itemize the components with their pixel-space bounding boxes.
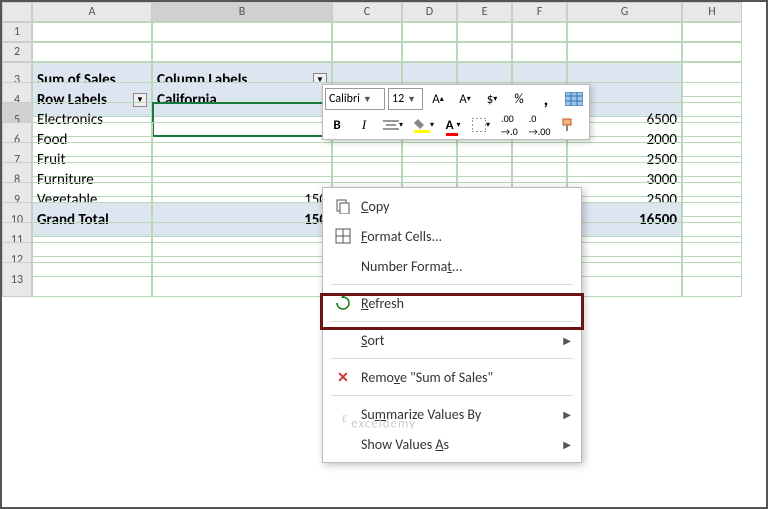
- font-size-value: 12: [392, 92, 404, 106]
- cell[interactable]: [402, 42, 457, 62]
- submenu-arrow-icon: ▶: [563, 408, 571, 421]
- menu-label: Refresh: [355, 295, 571, 312]
- menu-label: Format Cells...: [355, 228, 571, 245]
- col-header-B[interactable]: B: [152, 2, 332, 22]
- refresh-icon: [331, 295, 355, 311]
- increase-font-icon[interactable]: A▴: [426, 87, 450, 111]
- menu-separator: [331, 284, 573, 285]
- cell[interactable]: [332, 22, 402, 42]
- cell[interactable]: [682, 262, 742, 297]
- cell[interactable]: [512, 42, 567, 62]
- align-icon[interactable]: ▾: [379, 113, 407, 137]
- watermark: E exceldemy: [342, 412, 416, 431]
- col-header-D[interactable]: D: [402, 2, 457, 22]
- col-header-H[interactable]: H: [682, 2, 742, 22]
- bold-icon[interactable]: B: [325, 113, 349, 137]
- cell[interactable]: [32, 42, 152, 62]
- format-cells-icon: [331, 228, 355, 244]
- currency-icon[interactable]: $▾: [480, 87, 504, 111]
- menu-label: Copy: [355, 198, 571, 215]
- decrease-font-icon[interactable]: A▾: [453, 87, 477, 111]
- fill-color-icon[interactable]: ▾: [410, 113, 438, 137]
- menu-label: Show Values As: [355, 436, 563, 453]
- decrease-decimal-icon[interactable]: .0→.00: [525, 113, 555, 137]
- menu-remove[interactable]: ✕ Remove "Sum of Sales": [323, 362, 581, 392]
- copy-icon: [331, 198, 355, 214]
- cell[interactable]: [152, 22, 332, 42]
- submenu-arrow-icon: ▶: [563, 438, 571, 451]
- cell[interactable]: [567, 42, 682, 62]
- table-icon[interactable]: [561, 87, 587, 111]
- cell[interactable]: [457, 42, 512, 62]
- cell[interactable]: [567, 22, 682, 42]
- col-header-F[interactable]: F: [512, 2, 567, 22]
- cell[interactable]: [402, 22, 457, 42]
- mini-toolbar: Calibri▼ 12▼ A▴ A▾ $▾ % , B I ▾ ▾ A▾ ▾ .…: [322, 84, 590, 140]
- increase-decimal-icon[interactable]: .00→.0: [497, 113, 522, 137]
- format-painter-icon[interactable]: [557, 113, 581, 137]
- menu-sort[interactable]: Sort ▶: [323, 325, 581, 355]
- remove-icon: ✕: [331, 369, 355, 386]
- font-color-icon[interactable]: A▾: [441, 113, 465, 137]
- menu-label: Sort: [355, 332, 563, 349]
- cell[interactable]: [152, 262, 332, 297]
- menu-separator: [331, 321, 573, 322]
- menu-refresh[interactable]: Refresh: [323, 288, 581, 318]
- col-header-G[interactable]: G: [567, 2, 682, 22]
- cell[interactable]: [682, 42, 742, 62]
- cell[interactable]: [32, 262, 152, 297]
- menu-format-cells[interactable]: Format Cells...: [323, 221, 581, 251]
- menu-separator: [331, 395, 573, 396]
- menu-copy[interactable]: Copy: [323, 191, 581, 221]
- cell[interactable]: [567, 262, 682, 297]
- cell[interactable]: [457, 22, 512, 42]
- row-header-2[interactable]: 2: [2, 42, 32, 62]
- font-name-combo[interactable]: Calibri▼: [325, 88, 385, 110]
- cell[interactable]: [152, 42, 332, 62]
- percent-icon[interactable]: %: [507, 87, 531, 111]
- menu-number-format[interactable]: Number Format...: [323, 251, 581, 281]
- italic-icon[interactable]: I: [352, 113, 376, 137]
- comma-icon[interactable]: ,: [534, 87, 558, 111]
- row-header-13[interactable]: 13: [2, 262, 32, 297]
- menu-show-values[interactable]: Show Values As ▶: [323, 429, 581, 459]
- cell[interactable]: [682, 22, 742, 42]
- cell[interactable]: [32, 22, 152, 42]
- cell[interactable]: [512, 22, 567, 42]
- menu-label: Number Format...: [355, 258, 571, 275]
- font-size-combo[interactable]: 12▼: [388, 88, 423, 110]
- cell[interactable]: [332, 42, 402, 62]
- corner-cell[interactable]: [2, 2, 32, 22]
- row-header-1[interactable]: 1: [2, 22, 32, 42]
- borders-icon[interactable]: ▾: [468, 113, 494, 137]
- col-header-A[interactable]: A: [32, 2, 152, 22]
- menu-separator: [331, 358, 573, 359]
- font-name-value: Calibri: [329, 92, 360, 106]
- menu-label: Remove "Sum of Sales": [355, 369, 571, 386]
- col-header-E[interactable]: E: [457, 2, 512, 22]
- submenu-arrow-icon: ▶: [563, 334, 571, 347]
- col-header-C[interactable]: C: [332, 2, 402, 22]
